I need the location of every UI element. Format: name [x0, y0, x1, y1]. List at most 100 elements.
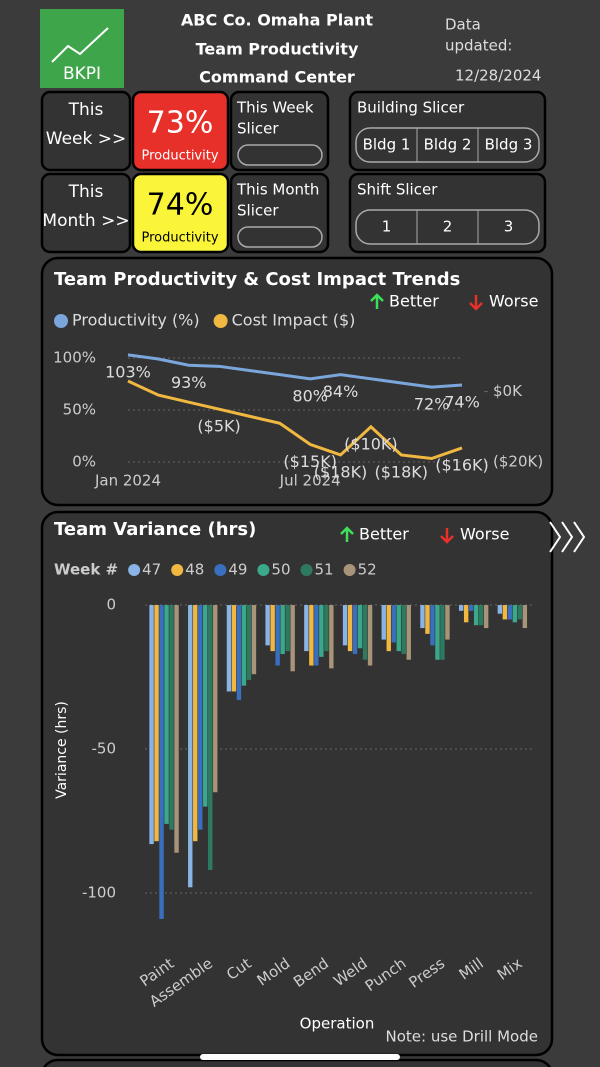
panel [42, 1058, 552, 1067]
slicer-box [348, 172, 547, 254]
data-label: ($18K) [314, 462, 368, 481]
bar [367, 605, 373, 666]
bar [386, 605, 391, 652]
bar [342, 605, 348, 646]
better-label: Better [389, 292, 439, 311]
logo [40, 9, 124, 88]
bar [319, 605, 324, 657]
bar [208, 605, 213, 870]
kpi-value: 74% [147, 188, 214, 223]
bar [352, 605, 358, 654]
chevron[interactable] [573, 521, 586, 553]
logo-icon [51, 27, 109, 63]
y-tick-label: -50 [92, 740, 117, 758]
note: Note: use Drill Mode [385, 1028, 538, 1046]
slicer-option[interactable]: Bldg 1 [363, 136, 411, 154]
kpi-box [131, 90, 230, 172]
bar [440, 605, 445, 660]
worse-arrow [469, 295, 483, 311]
logo-text: BKPI [63, 64, 101, 84]
series-line [127, 353, 463, 389]
bar [396, 605, 401, 652]
trend-chart: Team Productivity & Cost Impact Trends Be… [40, 256, 554, 507]
worse-label: Worse [460, 525, 509, 544]
bar [314, 605, 319, 666]
kpi-box [131, 172, 230, 254]
better-label: Better [359, 525, 409, 544]
slicer-option[interactable]: 2 [443, 218, 453, 236]
slicer-option[interactable]: 1 [382, 218, 392, 236]
slicer-input[interactable] [237, 144, 323, 166]
bar [391, 605, 396, 643]
bar [430, 605, 435, 646]
bar [483, 605, 489, 629]
kpi-caption: Productivity [141, 149, 218, 164]
slicer-option[interactable]: Bldg 2 [424, 136, 472, 154]
y-tick-label: -100 [82, 884, 116, 902]
bar [309, 605, 314, 666]
slicer-title: Slicer [237, 202, 279, 220]
bar [231, 605, 237, 692]
bar [522, 605, 528, 629]
bar [324, 605, 329, 652]
x-tick-label: Jul 2024 [279, 472, 341, 490]
y2-tick-label: ($20K) [493, 453, 543, 471]
data-label: ($16K) [435, 455, 489, 474]
y-tick-label: 100% [53, 349, 96, 367]
bar [213, 605, 218, 793]
bar [280, 605, 285, 654]
bar [193, 605, 198, 842]
y-tick-label: 50% [63, 401, 96, 419]
bar [512, 605, 518, 623]
worse-label: Worse [489, 292, 538, 311]
bar [226, 605, 232, 692]
chevron[interactable] [561, 521, 574, 553]
bar [357, 605, 363, 649]
data-label: ($5K) [197, 417, 240, 436]
updated-date: 12/28/2024 [455, 67, 541, 85]
bar [468, 605, 474, 611]
chart-title: Team Variance (hrs) [54, 519, 256, 540]
legend-marker [171, 564, 184, 576]
legend-label: 47 [142, 561, 161, 579]
data-label: ($18K) [375, 462, 429, 481]
bar [188, 605, 193, 888]
slicer-option[interactable]: 3 [504, 218, 514, 236]
series-line [127, 379, 463, 461]
slicer-group [355, 209, 540, 245]
legend-marker [54, 314, 68, 328]
bar [198, 605, 203, 830]
bar [347, 605, 353, 652]
bar [203, 605, 208, 807]
updated-label: updated: [445, 37, 512, 55]
home-indicator[interactable] [200, 1054, 400, 1060]
data-label: ($10K) [344, 434, 398, 453]
bar [502, 605, 508, 620]
bar [304, 605, 309, 652]
legend-marker [300, 564, 313, 576]
kpi-area: This Week >> 73% Productivity This Week Slice… [40, 90, 547, 254]
x-tick-label: Jan 2024 [94, 472, 161, 490]
legend-label: 50 [271, 561, 290, 579]
data-label: 84% [323, 382, 359, 401]
bar [425, 605, 430, 634]
slicer-title: This Month [236, 181, 319, 199]
chart-title: Team Productivity & Cost Impact Trends [54, 269, 460, 290]
chevron[interactable] [549, 521, 562, 553]
y2-tick-label: $0K [493, 382, 523, 400]
legend-label: 49 [228, 561, 247, 579]
legend-label: Cost Impact ($) [232, 311, 356, 330]
slicer-option[interactable]: Bldg 3 [485, 136, 533, 154]
data-label: 93% [171, 373, 207, 392]
legend-label: 52 [358, 561, 377, 579]
legend-marker [214, 564, 227, 576]
bar [290, 605, 295, 672]
bar [149, 605, 154, 845]
slicer-input[interactable] [237, 226, 323, 248]
title-line: Team Productivity [196, 40, 359, 59]
legend-label: 51 [315, 561, 334, 579]
y-tick-label: 0% [72, 453, 96, 471]
updated-label: Data [445, 16, 481, 34]
bar [169, 605, 174, 830]
